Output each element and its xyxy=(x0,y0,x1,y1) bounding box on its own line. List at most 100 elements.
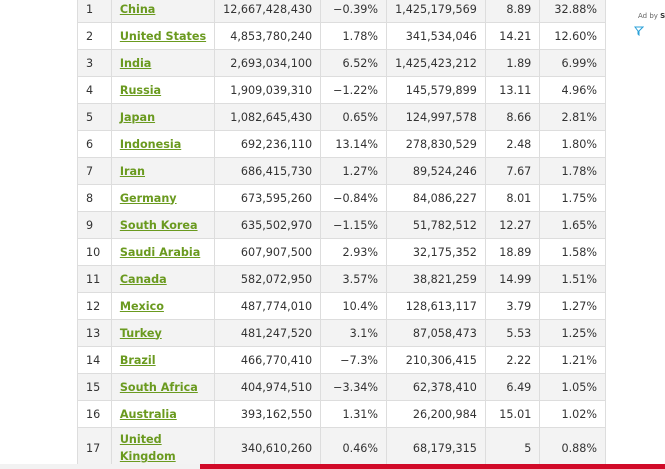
share-value: 1.05% xyxy=(561,380,597,394)
change-value: 2.93% xyxy=(342,245,379,259)
emissions-value: 635,502,970 xyxy=(240,218,313,232)
emissions-cell: 4,853,780,240 xyxy=(214,22,322,50)
country-link[interactable]: Japan xyxy=(119,110,156,124)
emissions-value: 692,236,110 xyxy=(240,137,313,151)
emissions-cell: 686,415,730 xyxy=(214,157,322,185)
emissions-value: 607,907,500 xyxy=(240,245,313,259)
change-cell: 6.52% xyxy=(320,49,388,77)
rank-cell: 8 xyxy=(77,184,112,212)
share-cell: 0.88% xyxy=(539,427,606,469)
population-value: 128,613,117 xyxy=(405,299,477,313)
table-row: 15 South Africa 404,974,510 −3.34% 62,378,41… xyxy=(77,373,606,401)
country-link[interactable]: China xyxy=(119,2,156,16)
per-capita-cell: 15.01 xyxy=(484,400,541,428)
population-cell: 68,179,315 xyxy=(386,427,486,469)
population-value: 84,086,227 xyxy=(412,191,477,205)
share-value: 12.60% xyxy=(554,29,597,43)
population-value: 124,997,578 xyxy=(405,110,477,124)
share-value: 1.65% xyxy=(561,218,597,232)
rank-cell: 14 xyxy=(77,346,112,374)
country-link[interactable]: Turkey xyxy=(119,326,162,340)
per-capita-cell: 6.49 xyxy=(484,373,541,401)
per-capita-cell: 8.01 xyxy=(484,184,541,212)
emissions-value: 1,909,039,310 xyxy=(230,83,313,97)
ad-badge[interactable]: Ad by Sp xyxy=(638,12,665,20)
per-capita-value: 3.79 xyxy=(506,299,532,313)
country-link[interactable]: Canada xyxy=(119,272,167,286)
share-value: 32.88% xyxy=(554,2,597,16)
population-value: 51,782,512 xyxy=(412,218,477,232)
country-link[interactable]: Saudi Arabia xyxy=(119,245,201,259)
share-cell: 4.96% xyxy=(539,76,606,104)
rank-value: 17 xyxy=(86,441,101,455)
emissions-cell: 481,247,520 xyxy=(214,319,322,347)
country-link[interactable]: Indonesia xyxy=(119,137,182,151)
per-capita-cell: 12.27 xyxy=(484,211,541,239)
emissions-cell: 466,770,410 xyxy=(214,346,322,374)
share-cell: 1.51% xyxy=(539,265,606,293)
country-link[interactable]: Russia xyxy=(119,83,162,97)
country-link[interactable]: South Africa xyxy=(119,380,198,394)
table-row: 9 South Korea 635,502,970 −1.15% 51,782,512 1… xyxy=(77,211,606,239)
change-value: −3.34% xyxy=(333,380,379,394)
change-value: 6.52% xyxy=(342,56,379,70)
table-row: 8 Germany 673,595,260 −0.84% 84,086,227 8.01 1… xyxy=(77,184,606,212)
population-value: 1,425,423,212 xyxy=(395,56,477,70)
country-link[interactable]: Mexico xyxy=(119,299,164,313)
per-capita-value: 8.66 xyxy=(506,110,532,124)
share-value: 2.81% xyxy=(561,110,597,124)
change-value: 10.4% xyxy=(342,299,379,313)
emissions-cell: 692,236,110 xyxy=(214,130,322,158)
population-cell: 124,997,578 xyxy=(386,103,486,131)
table-row: 5 Japan 1,082,645,430 0.65% 124,997,578 8.66 2… xyxy=(77,103,606,131)
country-link[interactable]: South Korea xyxy=(119,218,198,232)
ad-choices-icon[interactable] xyxy=(634,26,644,36)
per-capita-value: 8.89 xyxy=(506,2,532,16)
table-row: 6 Indonesia 692,236,110 13.14% 278,830,529 2.… xyxy=(77,130,606,158)
emissions-cell: 12,667,428,430 xyxy=(214,0,322,23)
share-value: 1.27% xyxy=(561,299,597,313)
country-link[interactable]: Iran xyxy=(119,164,146,178)
emissions-table-body: 1 China 12,667,428,430 −0.39% 1,425,179,569 8… xyxy=(77,0,606,469)
country-link[interactable]: United States xyxy=(119,29,207,43)
population-value: 341,534,046 xyxy=(405,29,477,43)
share-cell: 1.05% xyxy=(539,373,606,401)
country-link[interactable]: United Kingdom xyxy=(119,433,176,463)
share-cell: 1.25% xyxy=(539,319,606,347)
per-capita-value: 15.01 xyxy=(499,407,532,421)
per-capita-cell: 14.21 xyxy=(484,22,541,50)
country-link[interactable]: Australia xyxy=(119,407,177,421)
emissions-cell: 582,072,950 xyxy=(214,265,322,293)
table-row: 11 Canada 582,072,950 3.57% 38,821,259 14.99 1… xyxy=(77,265,606,293)
table-row: 2 United States 4,853,780,240 1.78% 341,534,… xyxy=(77,22,606,50)
change-cell: 1.27% xyxy=(320,157,388,185)
change-cell: 3.57% xyxy=(320,265,388,293)
share-cell: 1.80% xyxy=(539,130,606,158)
bottom-bar-accent xyxy=(200,464,665,469)
emissions-value: 2,693,034,100 xyxy=(230,56,313,70)
country-link[interactable]: Brazil xyxy=(119,353,156,367)
per-capita-cell: 7.67 xyxy=(484,157,541,185)
per-capita-cell: 1.89 xyxy=(484,49,541,77)
emissions-cell: 487,774,010 xyxy=(214,292,322,320)
emissions-cell: 673,595,260 xyxy=(214,184,322,212)
country-link[interactable]: Germany xyxy=(119,191,177,205)
rank-cell: 7 xyxy=(77,157,112,185)
table-row: 10 Saudi Arabia 607,907,500 2.93% 32,175,352… xyxy=(77,238,606,266)
country-link[interactable]: India xyxy=(119,56,152,70)
population-cell: 38,821,259 xyxy=(386,265,486,293)
country-cell: United Kingdom xyxy=(110,427,216,469)
rank-value: 2 xyxy=(86,29,94,43)
share-cell: 1.58% xyxy=(539,238,606,266)
share-cell: 1.27% xyxy=(539,292,606,320)
per-capita-value: 12.27 xyxy=(499,218,532,232)
change-cell: 2.93% xyxy=(320,238,388,266)
population-cell: 32,175,352 xyxy=(386,238,486,266)
per-capita-cell: 5 xyxy=(484,427,541,469)
table-row: 12 Mexico 487,774,010 10.4% 128,613,117 3.79 1… xyxy=(77,292,606,320)
emissions-value: 466,770,410 xyxy=(240,353,313,367)
change-cell: −1.22% xyxy=(320,76,388,104)
share-value: 1.02% xyxy=(561,407,597,421)
emissions-value: 582,072,950 xyxy=(240,272,313,286)
country-cell: Brazil xyxy=(110,346,216,374)
